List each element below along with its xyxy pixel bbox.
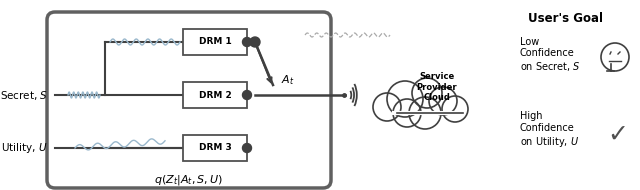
FancyBboxPatch shape: [183, 135, 247, 161]
Text: DRM 2: DRM 2: [198, 90, 232, 100]
Circle shape: [429, 87, 457, 115]
Circle shape: [373, 93, 401, 121]
Text: DRM 3: DRM 3: [198, 143, 232, 153]
Text: $A_t$: $A_t$: [281, 73, 294, 87]
FancyBboxPatch shape: [183, 82, 247, 108]
Text: Secret, $\mathit{S}$: Secret, $\mathit{S}$: [0, 89, 48, 101]
Text: Service
Provider
Cloud: Service Provider Cloud: [417, 72, 458, 102]
FancyBboxPatch shape: [47, 12, 331, 188]
Text: Low
Confidence
on Secret, $\mathit{S}$: Low Confidence on Secret, $\mathit{S}$: [520, 37, 580, 73]
Circle shape: [412, 78, 442, 108]
Text: $q(Z_t|A_t, S, U)$: $q(Z_t|A_t, S, U)$: [154, 173, 223, 187]
FancyBboxPatch shape: [183, 29, 247, 55]
Text: ✓: ✓: [607, 123, 628, 147]
Circle shape: [601, 43, 629, 71]
Circle shape: [243, 37, 252, 47]
Circle shape: [243, 143, 252, 153]
Circle shape: [387, 81, 423, 117]
Circle shape: [409, 97, 441, 129]
Text: User's Goal: User's Goal: [527, 12, 602, 25]
Text: High
Confidence
on Utility, $\mathit{U}$: High Confidence on Utility, $\mathit{U}$: [520, 111, 579, 149]
Text: DRM 1: DRM 1: [198, 37, 232, 47]
Circle shape: [243, 90, 252, 100]
Text: Utility, $\mathit{U}$: Utility, $\mathit{U}$: [1, 141, 48, 155]
Circle shape: [250, 37, 260, 47]
Circle shape: [393, 99, 421, 127]
Circle shape: [442, 96, 468, 122]
